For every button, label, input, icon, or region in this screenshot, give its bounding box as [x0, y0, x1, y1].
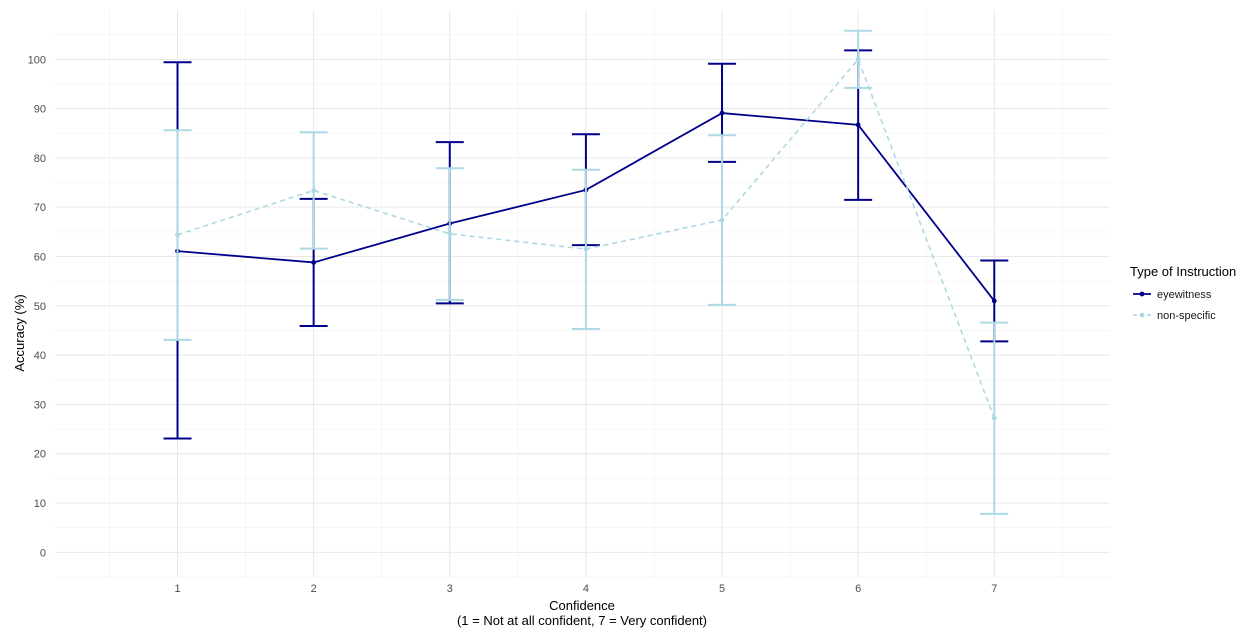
data-point [991, 415, 997, 421]
y-tick-label: 70 [34, 202, 46, 214]
data-point [311, 260, 317, 265]
y-tick-label: 90 [34, 104, 46, 116]
x-axis-label-line2: (1 = Not at all confident, 7 = Very conf… [457, 613, 707, 628]
legend-label: non-specific [1157, 310, 1216, 322]
y-tick-label: 40 [34, 350, 46, 362]
x-axis-ticks: 1 2 3 4 5 6 7 [174, 583, 997, 595]
x-axis-label-line1: Confidence [549, 598, 615, 613]
y-axis-label: Accuracy (%) [12, 294, 27, 371]
legend-label: eyewitness [1157, 289, 1212, 301]
x-tick-label: 3 [447, 583, 453, 595]
data-point [311, 188, 317, 193]
x-tick-label: 2 [311, 583, 317, 595]
x-tick-label: 6 [855, 583, 861, 595]
legend-key-point [1139, 312, 1145, 318]
y-tick-label: 60 [34, 252, 46, 264]
series-non-specific [163, 29, 1009, 515]
data-point [719, 110, 725, 116]
legend: Type of Instruction eyewitness non-specif… [1130, 264, 1236, 322]
y-tick-label: 80 [34, 153, 46, 165]
data-point [855, 122, 861, 128]
x-tick-label: 4 [583, 583, 589, 595]
x-tick-label: 7 [991, 583, 997, 595]
y-tick-label: 20 [34, 449, 46, 461]
data-point [991, 298, 997, 304]
x-tick-label: 1 [174, 583, 180, 595]
y-tick-label: 30 [34, 399, 46, 411]
data-point [583, 246, 589, 252]
gridlines [55, 10, 1110, 578]
legend-key-point [1139, 291, 1145, 297]
data-point [719, 217, 725, 223]
y-tick-label: 50 [34, 301, 46, 313]
data-point [175, 232, 180, 238]
series-layer [163, 29, 1009, 515]
x-tick-label: 5 [719, 583, 725, 595]
y-tick-label: 0 [40, 547, 46, 559]
y-tick-label: 10 [34, 498, 46, 510]
data-point [447, 231, 453, 237]
y-axis-ticks: 0 10 20 30 40 50 60 70 80 90 100 [28, 54, 46, 559]
y-tick-label: 100 [28, 54, 46, 66]
data-point [855, 56, 861, 62]
legend-title: Type of Instruction [1130, 264, 1236, 279]
